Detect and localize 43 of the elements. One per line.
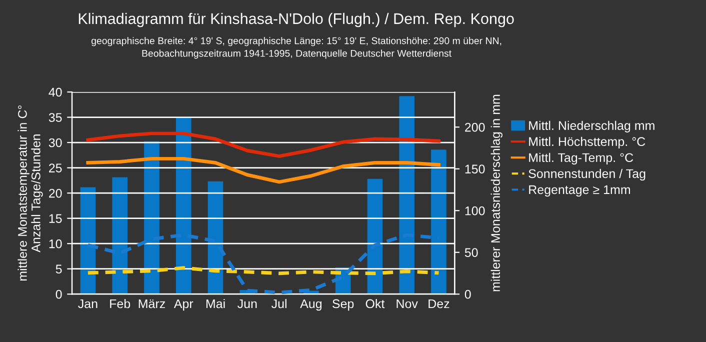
x-tick-label: März: [138, 299, 165, 308]
x-tick-label: Apr: [174, 299, 194, 311]
line-series: [86, 156, 440, 184]
y2-tick-label: 150: [465, 164, 485, 174]
x-tick-label: Jun: [238, 299, 257, 308]
x-tick-label: Jul: [271, 298, 286, 308]
y-tick-label: 40: [48, 88, 62, 97]
y2-tick-label: 200: [465, 122, 485, 132]
x-tick-label: Jan: [78, 299, 98, 308]
x-tick-label: Sep: [332, 299, 354, 311]
y2-tick-label: 0: [464, 290, 471, 299]
y2-axis-title: mittlerer Monatsniederschlag in mm: [490, 94, 502, 292]
y-tick-label: 5: [56, 264, 62, 274]
line-series: [86, 233, 440, 294]
legend-label: Regentage ≥ 1mm: [529, 185, 630, 197]
line-series: [86, 132, 440, 158]
y-tick-label: 20: [49, 188, 62, 198]
y-tick-label: 35: [48, 113, 62, 122]
legend-label: Mittl. Tag-Temp. °C: [529, 152, 634, 165]
y-tick-label: 10: [49, 239, 62, 248]
bar: [176, 118, 192, 294]
x-tick-label: Dez: [428, 299, 450, 308]
y-tick-label: 25: [49, 164, 62, 172]
y2-tick-label: 50: [464, 248, 478, 258]
y-axis-title: mittlere Monatstemperatur in C° Anzahl Tage/Stunden: [18, 106, 43, 281]
y-tick-label: 15: [49, 214, 62, 223]
legend-label: Mittl. Höchsttemp. °C: [529, 136, 646, 148]
bar: [112, 177, 128, 294]
y-tick-label: 30: [48, 138, 62, 148]
x-tick-label: Nov: [396, 299, 418, 308]
y2-tick-label: 100: [465, 206, 485, 216]
chart-title: Klimadiagramm für Kinshasa-N'Dolo (Flugh.) / Dem. Rep. Kongo: [78, 12, 514, 28]
legend-label: Sonnenstunden / Tag: [528, 168, 646, 181]
legend-label: Mittl. Niederschlag mm: [529, 120, 654, 132]
bar: [144, 141, 160, 294]
chart-subtitle: geographische Breite: 4° 19' S, geographische Länge: 15° 19' E, Stationshöhe: 290 m über NN, Beobachtungszeitraum 1941-1995, Datenquelle Deutscher Wetterdienst: [91, 37, 502, 59]
x-tick-label: Okt: [366, 298, 385, 308]
x-tick-label: Feb: [110, 298, 130, 308]
x-tick-label: Aug: [300, 299, 322, 311]
y-tick-label: 0: [56, 290, 62, 299]
bar: [399, 96, 414, 294]
bar: [431, 150, 446, 294]
x-tick-label: Mai: [206, 298, 225, 308]
